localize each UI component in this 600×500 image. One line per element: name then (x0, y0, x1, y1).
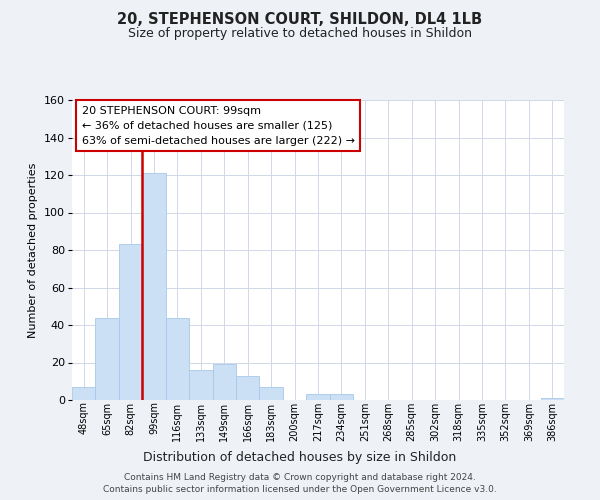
Text: Contains HM Land Registry data © Crown copyright and database right 2024.: Contains HM Land Registry data © Crown c… (124, 473, 476, 482)
Bar (259, 387, 283, 400)
Bar (72, 387, 95, 400)
Bar (166, 318, 189, 400)
Y-axis label: Number of detached properties: Number of detached properties (28, 162, 38, 338)
Bar (119, 244, 142, 400)
Text: 20 STEPHENSON COURT: 99sqm
← 36% of detached houses are smaller (125)
63% of sem: 20 STEPHENSON COURT: 99sqm ← 36% of deta… (82, 106, 355, 146)
Bar (142, 173, 166, 400)
Bar (189, 370, 212, 400)
Text: 20, STEPHENSON COURT, SHILDON, DL4 1LB: 20, STEPHENSON COURT, SHILDON, DL4 1LB (118, 12, 482, 28)
Bar (306, 394, 330, 400)
Bar (541, 398, 564, 400)
Bar (95, 318, 119, 400)
Bar (236, 376, 259, 400)
Bar (330, 394, 353, 400)
Text: Distribution of detached houses by size in Shildon: Distribution of detached houses by size … (143, 451, 457, 464)
Bar (212, 364, 236, 400)
Text: Contains public sector information licensed under the Open Government Licence v3: Contains public sector information licen… (103, 484, 497, 494)
Text: Size of property relative to detached houses in Shildon: Size of property relative to detached ho… (128, 28, 472, 40)
